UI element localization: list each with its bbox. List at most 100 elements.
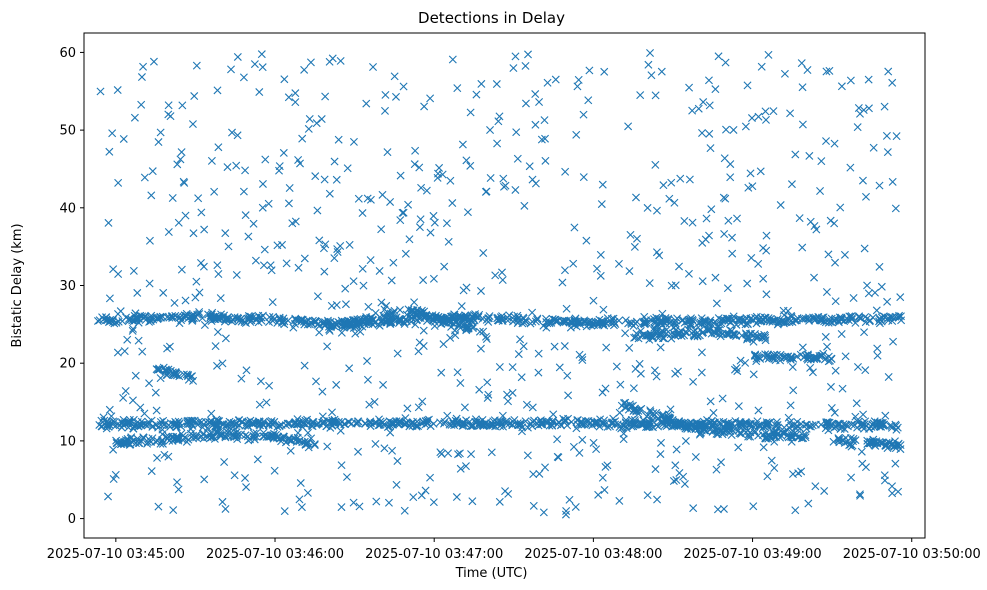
data-point: [541, 134, 549, 143]
data-point: [712, 465, 721, 474]
data-point: [305, 114, 314, 123]
data-point: [260, 245, 269, 254]
data-point: [128, 396, 137, 405]
data-point: [124, 418, 133, 427]
data-point: [888, 78, 897, 87]
data-point: [860, 244, 869, 253]
data-point: [579, 110, 588, 119]
data-point: [672, 445, 681, 454]
data-point: [462, 420, 471, 429]
data-point: [647, 71, 656, 80]
data-point: [191, 293, 200, 302]
data-point: [312, 119, 321, 128]
data-point: [453, 84, 462, 93]
data-point: [644, 60, 653, 69]
data-point: [480, 420, 489, 429]
data-point: [241, 211, 250, 220]
data-point: [612, 362, 621, 371]
data-point: [309, 418, 318, 427]
data-point: [390, 72, 399, 81]
data-point: [863, 281, 872, 290]
data-point: [629, 384, 638, 393]
data-point: [426, 94, 435, 103]
data-point: [174, 485, 183, 494]
data-point: [456, 378, 465, 387]
data-point: [261, 155, 270, 164]
data-point: [646, 49, 655, 58]
data-point: [514, 350, 523, 359]
data-point: [798, 243, 807, 252]
data-point: [345, 418, 354, 427]
data-point: [788, 470, 797, 479]
data-point: [255, 400, 264, 409]
data-point: [810, 273, 819, 282]
x-tick-label: 2025-07-10 03:47:00: [365, 547, 503, 562]
data-point: [259, 261, 268, 270]
data-point: [675, 262, 684, 271]
data-point: [770, 463, 779, 472]
data-point: [242, 483, 251, 492]
data-point: [384, 498, 393, 507]
data-point: [213, 328, 222, 337]
data-point: [284, 93, 293, 102]
data-point: [522, 400, 531, 409]
data-point: [177, 148, 186, 157]
data-point: [419, 326, 428, 335]
data-point: [232, 270, 241, 279]
data-point: [363, 375, 372, 384]
data-point: [255, 88, 264, 97]
data-point: [652, 206, 661, 215]
data-point: [838, 384, 847, 393]
data-point: [531, 120, 540, 129]
data-point: [461, 462, 470, 471]
data-point: [754, 259, 763, 268]
data-point: [534, 349, 543, 358]
data-point: [492, 80, 501, 89]
data-point: [688, 218, 697, 227]
data-point: [354, 194, 363, 203]
data-point: [104, 418, 113, 427]
data-point: [163, 344, 172, 353]
data-point: [173, 160, 182, 169]
data-point: [584, 96, 593, 105]
y-axis: 0 10 20 30 40 50 60: [59, 46, 84, 527]
data-point: [734, 402, 743, 411]
data-point: [387, 276, 396, 285]
data-point: [521, 61, 530, 70]
data-point: [396, 171, 405, 180]
data-point: [891, 204, 900, 213]
data-point: [797, 59, 806, 68]
data-point: [440, 262, 449, 271]
data-point: [803, 66, 812, 75]
data-point: [154, 138, 163, 147]
data-point: [223, 163, 232, 172]
data-point: [414, 403, 423, 412]
data-point: [541, 463, 550, 472]
data-point: [519, 342, 528, 351]
data-point: [619, 429, 628, 438]
data-point: [831, 366, 840, 375]
data-point: [651, 465, 660, 474]
data-point: [410, 160, 419, 169]
data-point: [229, 418, 238, 427]
data-point: [672, 476, 681, 484]
data-point: [270, 466, 279, 475]
data-point: [724, 216, 733, 225]
data-point: [529, 501, 538, 510]
data-point: [756, 167, 765, 176]
data-point: [147, 191, 156, 200]
data-point: [296, 479, 305, 488]
data-point: [123, 335, 132, 344]
data-point: [364, 302, 373, 311]
data-point: [749, 502, 758, 511]
data-point: [841, 352, 850, 361]
data-point: [651, 91, 660, 100]
data-point: [181, 296, 190, 305]
data-point: [300, 361, 309, 370]
data-point: [521, 99, 530, 108]
data-point: [656, 450, 665, 459]
data-point: [504, 397, 513, 406]
data-point: [119, 393, 128, 402]
data-point: [847, 473, 856, 482]
data-point: [880, 471, 889, 480]
